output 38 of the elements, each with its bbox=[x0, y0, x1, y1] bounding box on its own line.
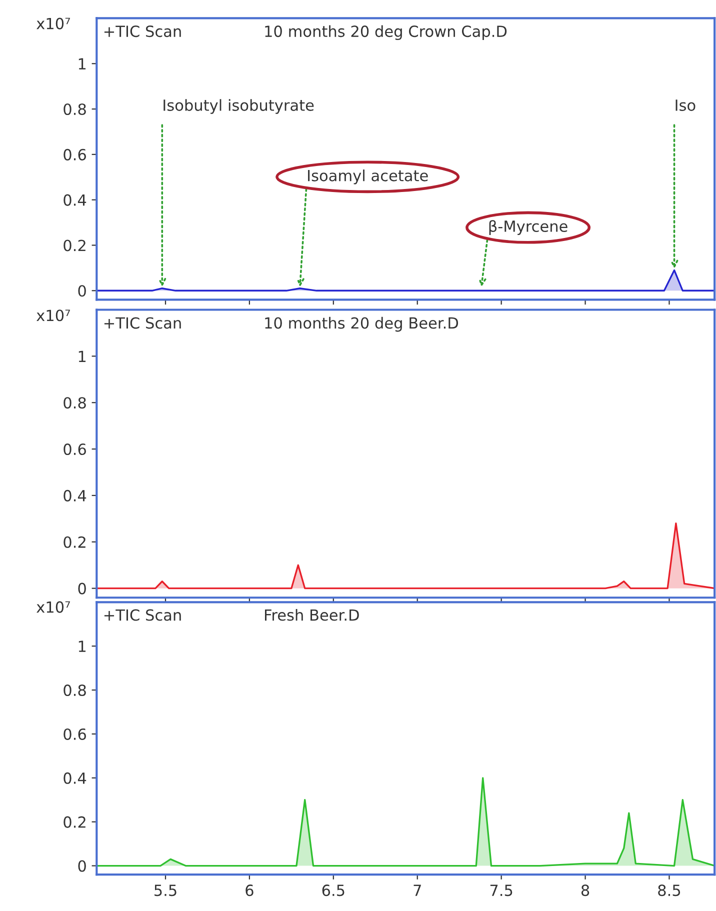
y-tick-label: 0 bbox=[78, 860, 86, 872]
y-tick-label: 0 bbox=[78, 582, 86, 594]
y-tick-label: 1 bbox=[78, 58, 86, 70]
annotation: Isobutyl isobutyrate bbox=[164, 99, 314, 114]
y-tick-label: 0 bbox=[78, 285, 86, 297]
annotation: Iso bbox=[676, 100, 696, 111]
y-tick-label: 0.8 bbox=[64, 103, 86, 116]
chart-title: +TIC Scan bbox=[104, 26, 181, 38]
y-tick-label: 0.4 bbox=[64, 772, 86, 784]
y-tick-label: 0.4 bbox=[64, 194, 86, 206]
chart-title: +TIC Scan bbox=[104, 317, 181, 329]
y-tick-label: 0.2 bbox=[64, 536, 86, 548]
x-tick-label: 8 bbox=[581, 884, 590, 896]
y-tick-label: 0.6 bbox=[64, 444, 86, 456]
annotation: β-Myrcene bbox=[489, 220, 568, 235]
chart-subtitle: 10 months 20 deg Crown Cap.D bbox=[265, 25, 507, 40]
y-axis-title: x10⁷ bbox=[36, 601, 70, 613]
annotation: Isoamyl acetate bbox=[308, 170, 428, 184]
chart-subtitle: 10 months 20 deg Beer.D bbox=[265, 316, 458, 332]
y-tick-label: 1 bbox=[78, 350, 86, 362]
x-tick-label: 7.5 bbox=[490, 884, 512, 896]
x-tick-label: 6 bbox=[246, 884, 254, 896]
y-tick-label: 0.8 bbox=[64, 684, 86, 696]
y-tick-label: 0.2 bbox=[64, 816, 86, 828]
y-tick-label: 0.6 bbox=[64, 148, 86, 160]
y-tick-label: 0.2 bbox=[64, 240, 86, 252]
chart-subtitle: Fresh Beer.D bbox=[264, 608, 359, 621]
x-tick-label: 8.5 bbox=[658, 884, 680, 896]
x-tick-label: 6.5 bbox=[322, 884, 344, 896]
x-tick-label: 7 bbox=[414, 884, 421, 896]
y-tick-label: 1 bbox=[78, 640, 86, 652]
chart-title: +TIC Scan bbox=[104, 609, 181, 621]
y-tick-label: 0.8 bbox=[64, 397, 86, 409]
x-tick-label: 5.5 bbox=[154, 884, 176, 896]
y-tick-label: 0.6 bbox=[64, 728, 86, 740]
y-tick-label: 0.4 bbox=[64, 490, 86, 502]
y-axis-title: x10⁷ bbox=[36, 310, 70, 322]
y-axis-title: x10⁷ bbox=[36, 18, 70, 30]
